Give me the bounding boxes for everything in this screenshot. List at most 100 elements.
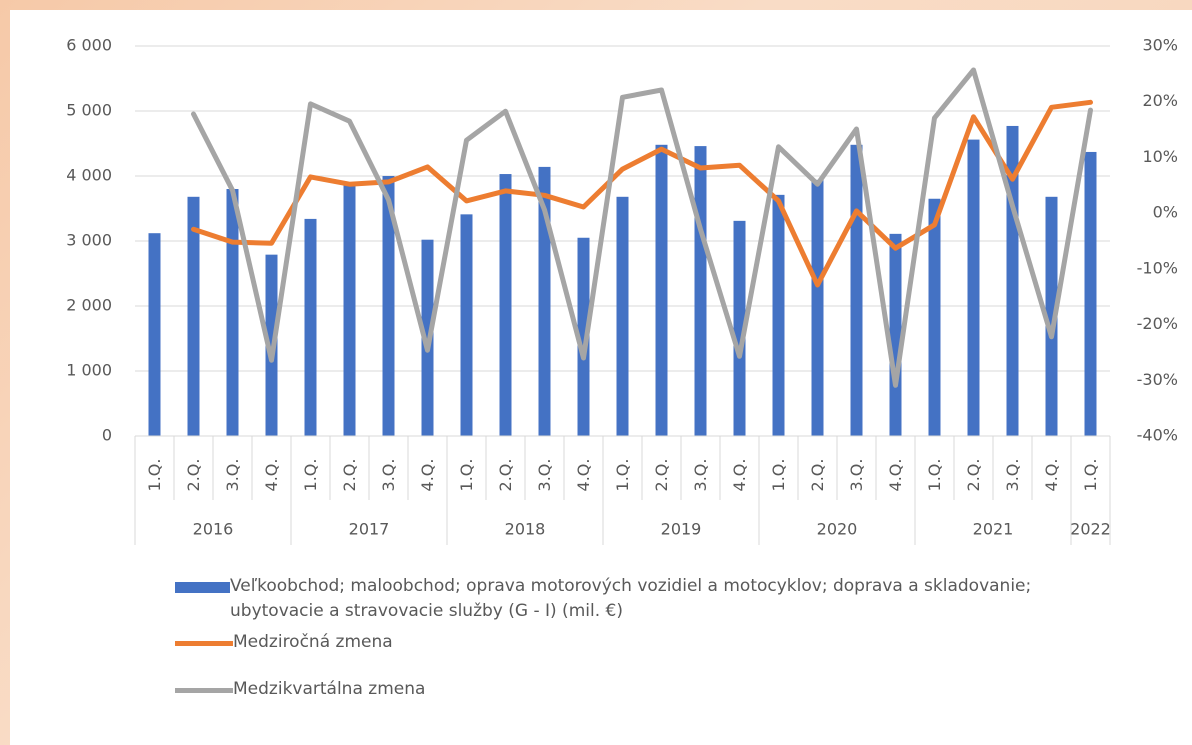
x-tick-label: 2.Q. (340, 459, 359, 492)
y2-tick-label: 10% (1142, 147, 1178, 166)
x-tick-label: 1.Q. (145, 459, 164, 492)
legend-swatch (175, 688, 233, 693)
bar (694, 146, 707, 436)
bar (499, 174, 512, 437)
x-tick-group: 4.Q. (574, 459, 593, 492)
x-tick-group: 4.Q. (1042, 459, 1061, 492)
x-tick-label: 3.Q. (379, 459, 398, 492)
legend: Veľkoobchod; maloobchod; oprava motorový… (175, 574, 1075, 708)
x-tick-group: 3.Q. (535, 459, 554, 492)
bar (460, 214, 473, 436)
bar (772, 194, 785, 436)
x-tick-label: 2.Q. (496, 459, 515, 492)
bar (811, 179, 824, 436)
y2-tick-label: -30% (1137, 370, 1178, 389)
line-series (191, 67, 1093, 388)
x-tick-label: 4.Q. (574, 459, 593, 492)
x-tick-group: 4.Q. (262, 459, 281, 492)
legend-item: Medziročná zmena (175, 630, 1075, 655)
x-tick-label: 2.Q. (184, 459, 203, 492)
y-tick-label: 5 000 (66, 101, 112, 120)
x-tick-group: 2.Q. (652, 459, 671, 492)
x-tick-label: 4.Q. (262, 459, 281, 492)
x-group-label: 2021 (973, 520, 1014, 539)
chart-panel (10, 10, 1192, 745)
bar (304, 218, 317, 436)
x-tick-group: 2.Q. (184, 459, 203, 492)
y-tick-label: 3 000 (66, 231, 112, 250)
y-tick-label: 4 000 (66, 166, 112, 185)
y2-tick-label: 0% (1153, 203, 1178, 222)
x-tick-group: 1.Q. (1081, 459, 1100, 492)
bar (148, 233, 161, 436)
x-tick-label: 3.Q. (535, 459, 554, 492)
x-tick-group: 1.Q. (925, 459, 944, 492)
bar (1084, 151, 1097, 436)
x-tick-group: 2.Q. (808, 459, 827, 492)
x-group-label: 2016 (193, 520, 234, 539)
y2-tick-label: 20% (1142, 91, 1178, 110)
x-tick-label: 3.Q. (691, 459, 710, 492)
x-tick-label: 1.Q. (1081, 459, 1100, 492)
x-tick-label: 4.Q. (418, 459, 437, 492)
legend-label: Veľkoobchod; maloobchod; oprava motorový… (230, 576, 1032, 621)
x-tick-group: 1.Q. (613, 459, 632, 492)
bar (889, 233, 902, 436)
x-tick-group: 3.Q. (1003, 459, 1022, 492)
x-group-label: 2019 (661, 520, 702, 539)
bar (187, 196, 200, 436)
x-tick-group: 1.Q. (457, 459, 476, 492)
x-tick-group: 2.Q. (496, 459, 515, 492)
x-tick-label: 1.Q. (613, 459, 632, 492)
x-tick-group: 1.Q. (301, 459, 320, 492)
line-series (191, 99, 1093, 288)
x-tick-label: 2.Q. (808, 459, 827, 492)
x-tick-group: 1.Q. (769, 459, 788, 492)
chart: 0 1 000 2 000 3 000 4 000 5 000 6 000 -40% -30% -… (66, 36, 1178, 545)
y2-tick-label: -20% (1137, 314, 1178, 333)
x-tick-group: 3.Q. (379, 459, 398, 492)
x-tick-label: 4.Q. (1042, 459, 1061, 492)
bar (928, 198, 941, 436)
y2-tick-label: -10% (1137, 258, 1178, 277)
bar (733, 220, 746, 436)
x-tick-label: 2.Q. (964, 459, 983, 492)
x-group-label: 2018 (505, 520, 546, 539)
x-tick-label: 3.Q. (223, 459, 242, 492)
x-tick-label: 3.Q. (847, 459, 866, 492)
x-tick-group: 2.Q. (964, 459, 983, 492)
bar (382, 176, 395, 436)
bar (343, 185, 356, 436)
x-tick-label: 1.Q. (457, 459, 476, 492)
bar (538, 166, 551, 436)
legend-item: Veľkoobchod; maloobchod; oprava motorový… (175, 574, 1075, 624)
bar (616, 196, 629, 436)
x-tick-label: 1.Q. (769, 459, 788, 492)
x-group-label: 2020 (817, 520, 858, 539)
x-tick-label: 1.Q. (301, 459, 320, 492)
x-tick-label: 4.Q. (886, 459, 905, 492)
x-tick-group: 3.Q. (847, 459, 866, 492)
x-tick-group: 4.Q. (730, 459, 749, 492)
bar (967, 139, 980, 436)
legend-label: Medziročná zmena (233, 632, 393, 652)
x-group-label: 2022 (1070, 520, 1111, 539)
x-tick-group: 1.Q. (145, 459, 164, 492)
y-tick-label: 2 000 (66, 296, 112, 315)
x-tick-group: 3.Q. (691, 459, 710, 492)
bar (655, 144, 668, 437)
bar (226, 189, 239, 436)
x-tick-label: 3.Q. (1003, 459, 1022, 492)
x-tick-group: 4.Q. (418, 459, 437, 492)
legend-swatch (175, 582, 230, 593)
x-tick-group: 2.Q. (340, 459, 359, 492)
legend-swatch (175, 641, 233, 646)
y2-tick-label: 30% (1142, 36, 1178, 55)
x-tick-label: 4.Q. (730, 459, 749, 492)
legend-item: Medzikvartálna zmena (175, 677, 1075, 702)
x-tick-group: 3.Q. (223, 459, 242, 492)
y2-tick-label: -40% (1137, 426, 1178, 445)
legend-label: Medzikvartálna zmena (233, 679, 426, 699)
x-tick-label: 1.Q. (925, 459, 944, 492)
